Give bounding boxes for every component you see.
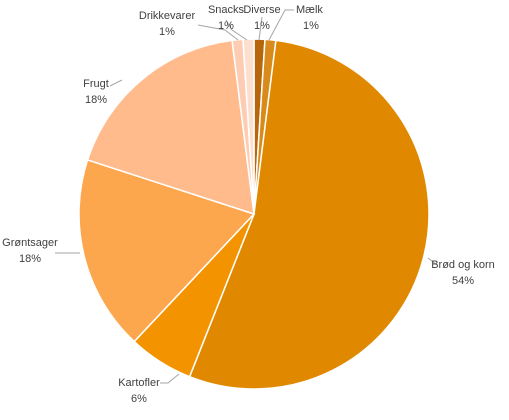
slice-label: Kartofler (118, 377, 160, 389)
value-label: 54% (452, 275, 474, 287)
value-label: 18% (85, 94, 107, 106)
pie-slice (86, 39, 255, 216)
value-label: 1% (218, 20, 234, 32)
leader-line (197, 24, 239, 41)
pie-slice (78, 158, 256, 343)
value-label: 1% (303, 20, 319, 32)
leader-line (109, 79, 123, 87)
slice-label: Mælk (296, 4, 323, 16)
slice-label: Diverse (243, 4, 280, 16)
value-label: 1% (254, 20, 270, 32)
slice-label: Frugt (83, 78, 109, 90)
pie-slice (188, 39, 430, 390)
leader-line (427, 257, 438, 266)
value-label: 1% (159, 26, 175, 38)
slice-label: Brød og korn (431, 259, 495, 271)
slice-label: Snacks (208, 4, 245, 16)
leader-line (160, 373, 180, 384)
leader-line (258, 16, 263, 41)
slice-label: Grøntsager (2, 237, 58, 249)
pie-slice (242, 38, 255, 215)
slice-label: Drikkevarer (139, 10, 196, 22)
value-label: 6% (131, 393, 147, 405)
leader-line (225, 19, 248, 41)
value-label: 18% (19, 253, 41, 265)
leader-line (268, 9, 294, 41)
